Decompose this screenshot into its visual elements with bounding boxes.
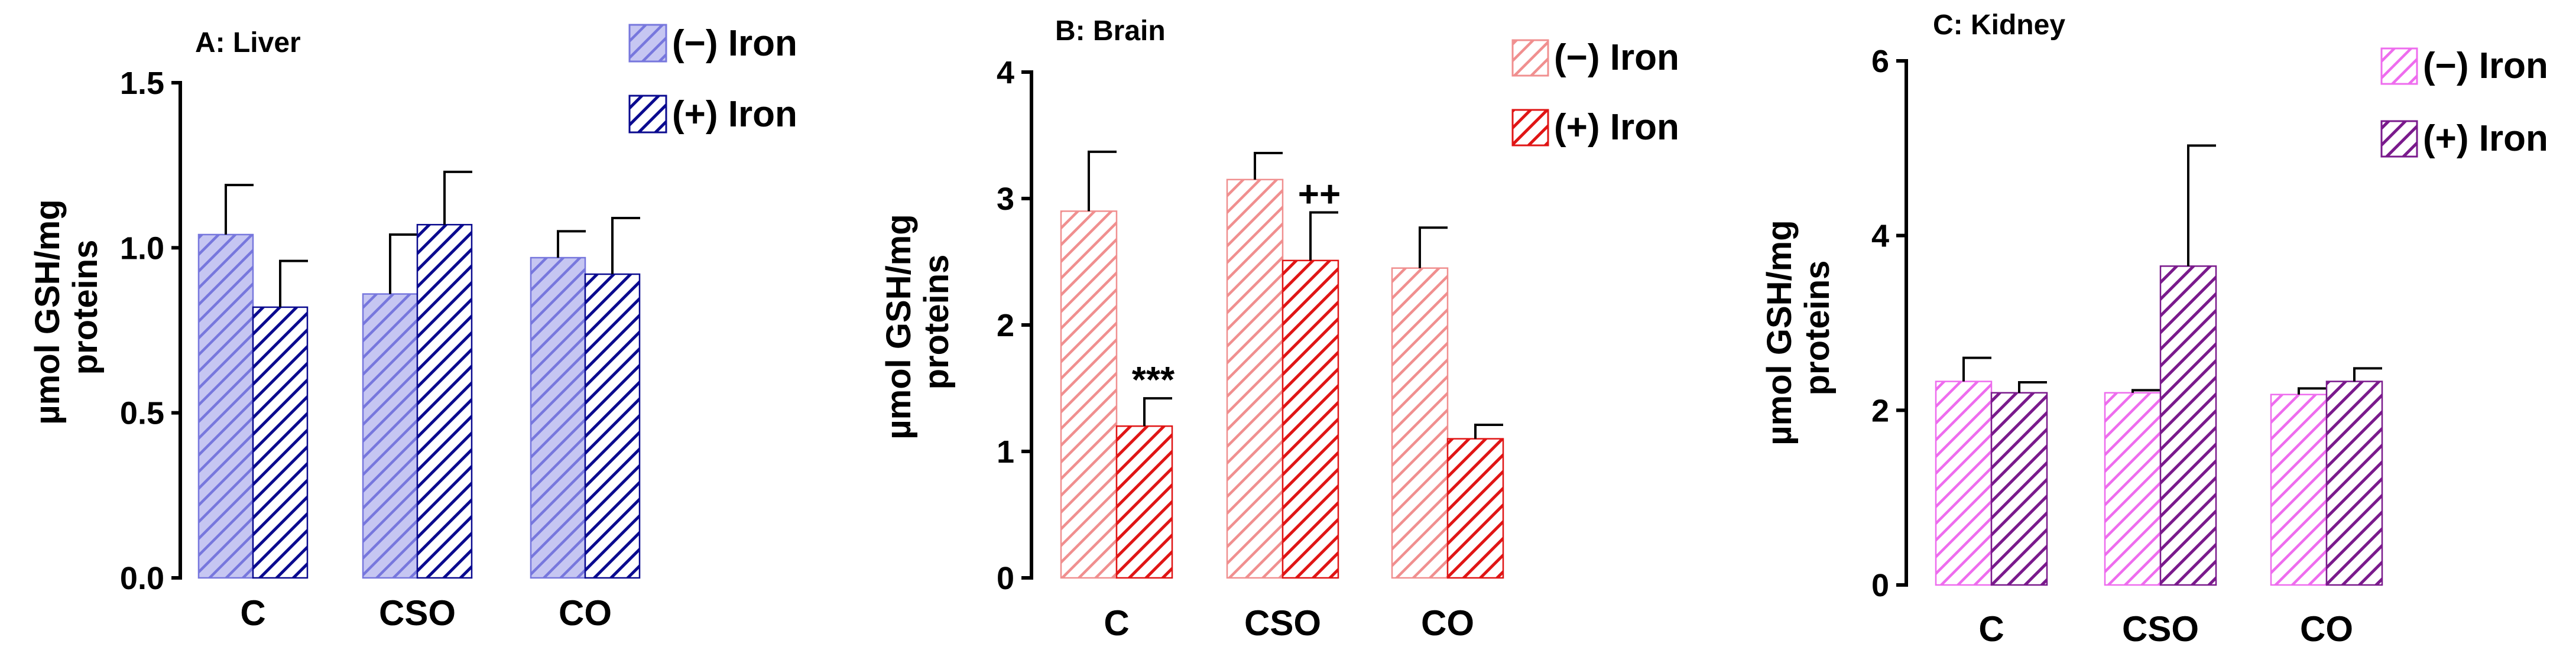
y-tick-label: 1	[997, 434, 1014, 470]
legend-swatch	[628, 24, 667, 63]
significance-annotation: ***	[1132, 360, 1175, 401]
bar-co-series-2	[2325, 381, 2383, 586]
y-axis-label: µmol GSH/mg proteins	[1760, 210, 1837, 446]
legend-label: (+) Iron	[672, 94, 797, 135]
chart-panel-brain: B: Brain µmol GSH/mg proteins 0 1 2 3 4 C CSO C…	[880, 15, 1679, 643]
y-axis-label-line-2: proteins	[66, 240, 105, 375]
bar-co-series-1	[530, 256, 586, 579]
legend-swatch	[2380, 120, 2418, 158]
legend-liver: (−) Iron (+) Iron	[628, 23, 797, 135]
bar-co-series-2	[584, 273, 641, 579]
bar-c-series-1	[1935, 381, 1993, 586]
bar-cso-series-1	[362, 293, 418, 579]
bar-cso-series-1	[2104, 392, 2162, 586]
y-axis-label-line-1: µmol GSH/mg	[28, 199, 67, 424]
legend-swatch	[1511, 39, 1549, 77]
chart-panel-liver: A: Liver µmol GSH/mg proteins 0.0 0.5 1.0 1…	[28, 23, 797, 633]
legend-swatch	[2380, 47, 2418, 85]
legend-swatch	[1511, 109, 1549, 147]
y-axis-label: µmol GSH/mg proteins	[28, 190, 105, 425]
bar-cso-series-2	[2159, 265, 2217, 586]
x-tick-label: CSO	[379, 593, 456, 633]
y-axis-label-line-2: proteins	[917, 255, 956, 390]
legend-label: (−) Iron	[2423, 45, 2548, 86]
x-tick-label: C	[1104, 603, 1129, 643]
y-axis-label-line-1: µmol GSH/mg	[1760, 220, 1799, 445]
x-tick-label: CO	[1421, 603, 1474, 643]
legend-label: (−) Iron	[1554, 37, 1679, 78]
y-axis-label: µmol GSH/mg proteins	[880, 204, 956, 440]
chart-title: B: Brain	[1055, 15, 1166, 47]
bar-co-series-1	[2270, 394, 2328, 586]
bar-c-series-1	[1060, 210, 1118, 579]
y-tick-label: 4	[1871, 219, 1889, 254]
x-tick-label: CSO	[1244, 603, 1321, 643]
significance-annotation: ++	[1298, 174, 1341, 215]
bar-c-series-1	[197, 233, 254, 579]
y-tick-label: 0.5	[120, 396, 164, 431]
plot-area-liver: 0.0 0.5 1.0 1.5 C CSO CO	[120, 66, 641, 633]
chart-panel-kidney: C: Kidney µmol GSH/mg proteins 0 2 4 6 C CSO C…	[1760, 9, 2548, 649]
y-tick-label: 0.0	[120, 561, 164, 596]
y-tick-label: 4	[997, 55, 1014, 90]
bar-cso-series-2	[1281, 259, 1339, 579]
bar-cso-series-1	[1226, 178, 1284, 579]
bar-c-series-2	[1115, 425, 1173, 579]
bar-cso-series-2	[416, 223, 473, 579]
legend-label: (+) Iron	[1554, 107, 1679, 148]
x-tick-label: C	[240, 593, 265, 633]
y-tick-label: 1.5	[120, 66, 164, 101]
plot-area-kidney: 0 2 4 6 C CSO CO	[1871, 44, 2383, 649]
y-tick-label: 2	[1871, 393, 1889, 428]
x-tick-label: CSO	[2122, 609, 2199, 649]
bar-c-series-2	[1990, 392, 2048, 586]
y-axis-label-line-2: proteins	[1798, 261, 1837, 396]
y-axis-label-line-1: µmol GSH/mg	[880, 214, 918, 439]
bar-c-series-2	[252, 306, 309, 579]
plot-area-brain: 0 1 2 3 4 C CSO CO *** ++	[997, 55, 1504, 643]
x-tick-label: CO	[2300, 609, 2353, 649]
legend-label: (−) Iron	[672, 23, 797, 64]
y-tick-label: 1.0	[120, 230, 164, 266]
legend-brain: (−) Iron (+) Iron	[1511, 37, 1679, 148]
bar-co-series-1	[1391, 267, 1449, 579]
bar-co-series-2	[1446, 438, 1504, 579]
x-tick-label: CO	[559, 593, 612, 633]
x-tick-label: C	[1978, 609, 2004, 649]
y-tick-label: 0	[1871, 568, 1889, 603]
legend-kidney: (−) Iron (+) Iron	[2380, 45, 2548, 159]
y-tick-label: 3	[997, 181, 1014, 217]
y-tick-label: 0	[997, 561, 1014, 596]
y-tick-label: 2	[997, 308, 1014, 343]
legend-label: (+) Iron	[2423, 118, 2548, 159]
chart-title: A: Liver	[195, 27, 301, 58]
y-tick-label: 6	[1871, 44, 1889, 79]
legend-swatch	[628, 95, 667, 134]
chart-title: C: Kidney	[1933, 9, 2065, 41]
